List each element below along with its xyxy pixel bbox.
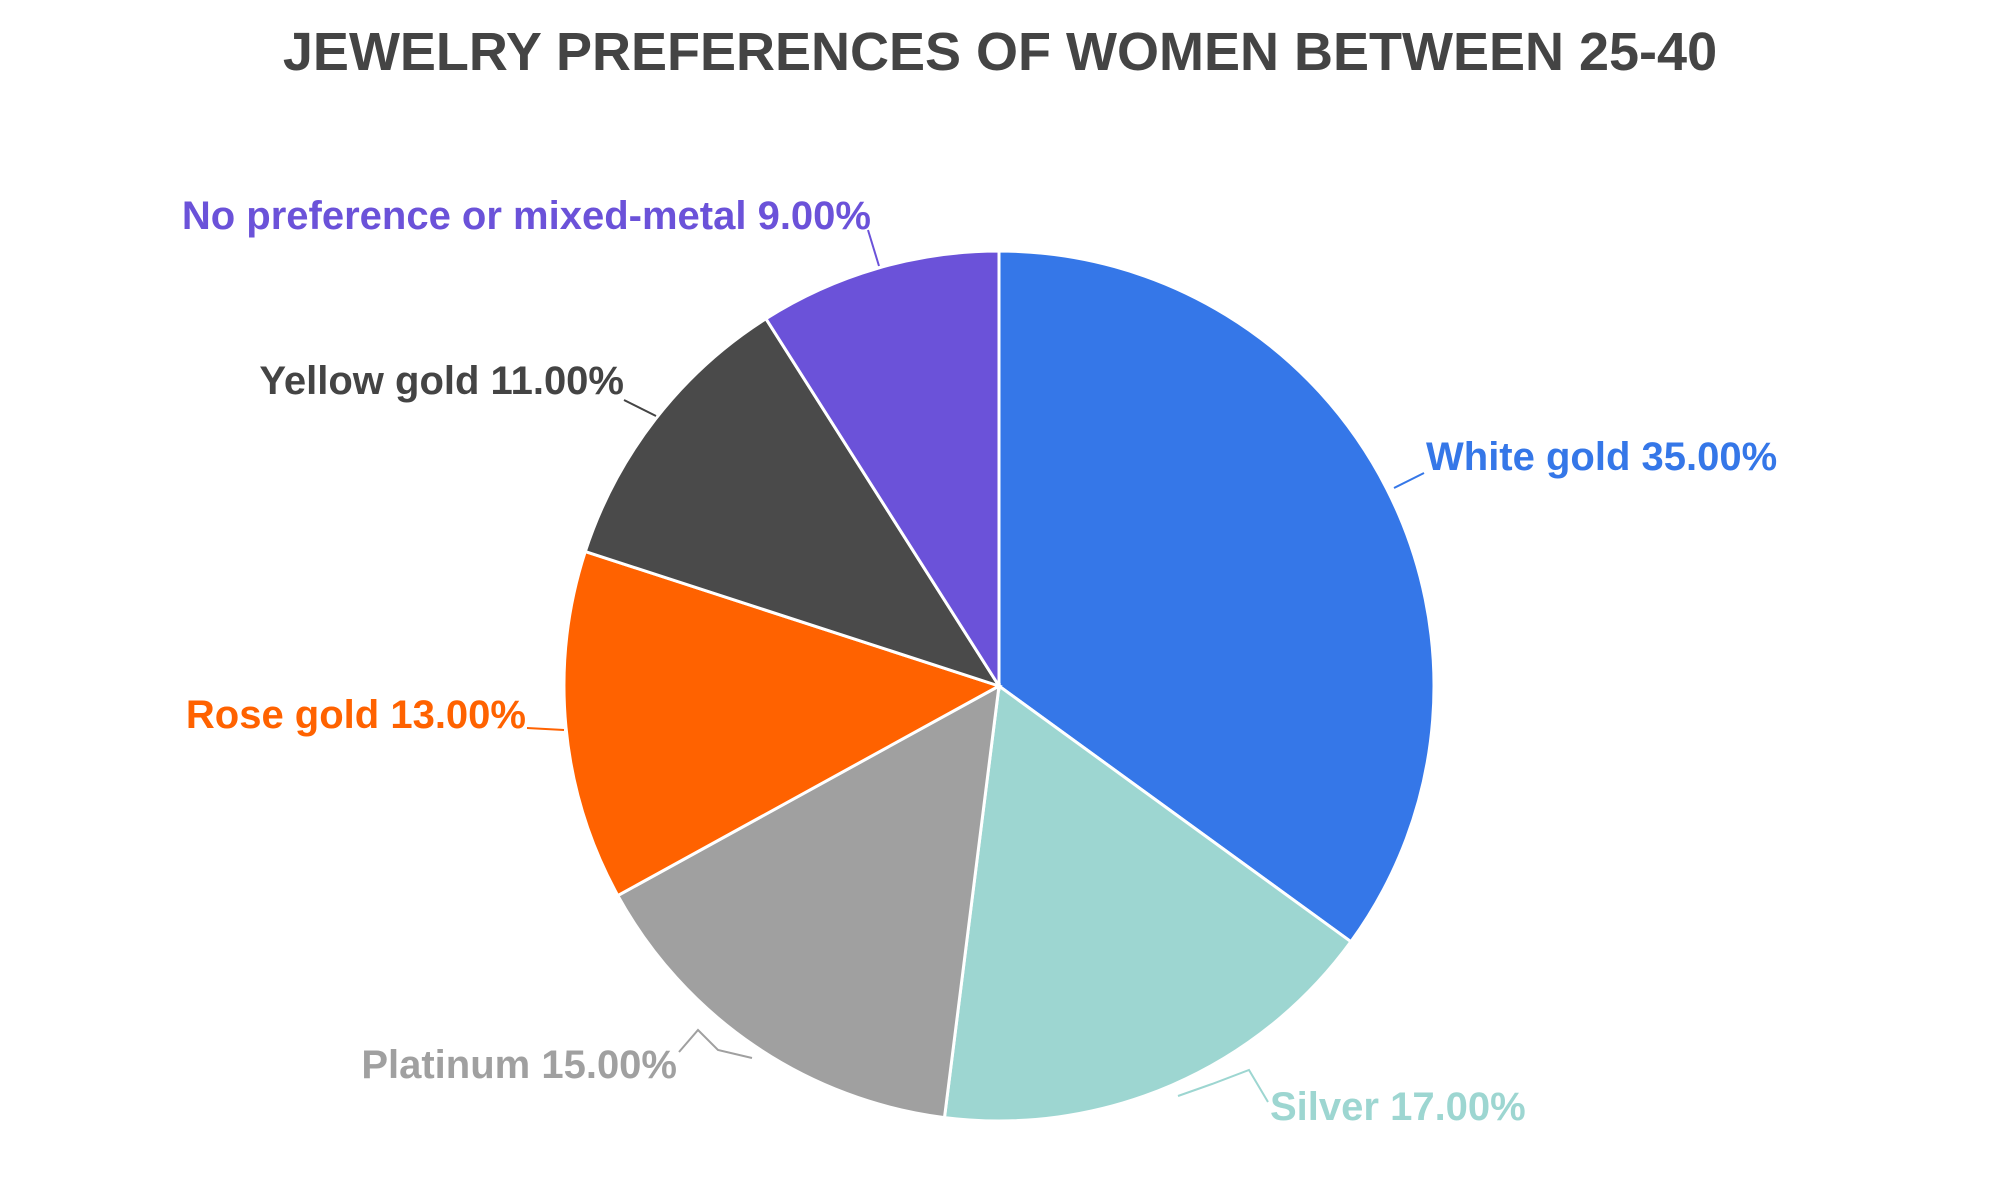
data-label-rose-gold: Rose gold 13.00% <box>186 693 526 737</box>
data-label-yellow-gold: Yellow gold 11.00% <box>259 359 624 403</box>
chart-title: JEWELRY PREFERENCES OF WOMEN BETWEEN 25-… <box>283 22 1717 82</box>
pie-slice-no-preference-or-mixed-metal <box>763 249 1001 692</box>
pie-slice-yellow-gold <box>583 316 1003 689</box>
pie-slice-white-gold <box>997 249 1436 944</box>
data-label-no-preference-or-mixed-metal: No preference or mixed-metal 9.00% <box>182 194 871 238</box>
leader-line-white-gold <box>1393 472 1425 489</box>
leader-line-silver <box>1177 1068 1269 1103</box>
leader-line-no-preference-or-mixed-metal <box>867 229 880 267</box>
leader-line-yellow-gold <box>623 399 657 417</box>
data-label-white-gold: White gold 35.00% <box>1426 435 1777 479</box>
data-label-platinum: Platinum 15.00% <box>361 1043 677 1087</box>
pie-slice-rose-gold <box>562 549 1003 898</box>
data-label-silver: Silver 17.00% <box>1270 1085 1526 1129</box>
leader-line-rose-gold <box>526 727 565 731</box>
leader-line-platinum <box>678 1028 753 1059</box>
pie-slice-silver <box>942 683 1354 1123</box>
pie-slice-platinum <box>615 683 1001 1120</box>
